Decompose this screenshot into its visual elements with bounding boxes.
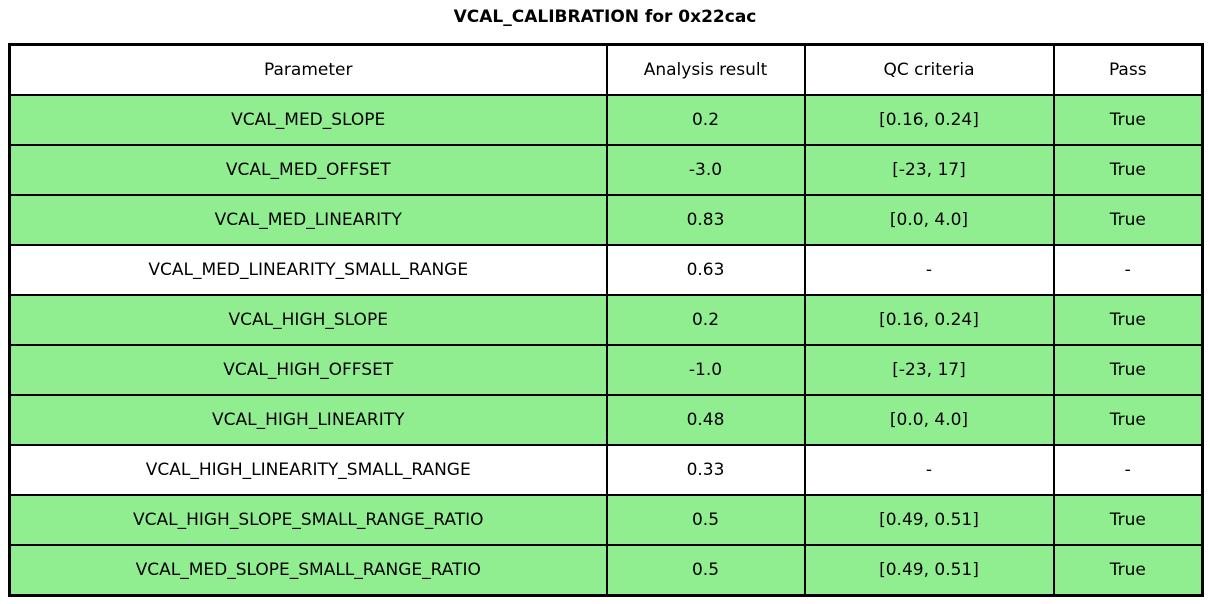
criteria-cell: [0.0, 4.0] — [803, 394, 1055, 446]
col-header-analysis-result: Analysis result — [605, 43, 806, 96]
result-cell: 0.5 — [605, 544, 806, 597]
criteria-cell: [-23, 17] — [803, 144, 1055, 196]
pass-cell: True — [1052, 544, 1204, 597]
table-row: VCAL_MED_OFFSET -3.0 [-23, 17] True — [8, 144, 1204, 196]
table-body: VCAL_MED_SLOPE 0.2 [0.16, 0.24] True VCA… — [8, 94, 1204, 597]
parameter-cell: VCAL_HIGH_SLOPE — [8, 294, 608, 346]
criteria-cell: [0.0, 4.0] — [803, 194, 1055, 246]
table-row: VCAL_MED_LINEARITY 0.83 [0.0, 4.0] True — [8, 194, 1204, 246]
criteria-cell: - — [803, 244, 1055, 296]
table-row: VCAL_MED_LINEARITY_SMALL_RANGE 0.63 - - — [8, 244, 1204, 296]
result-cell: 0.63 — [605, 244, 806, 296]
result-cell: 0.2 — [605, 294, 806, 346]
pass-cell: True — [1052, 344, 1204, 396]
table-row: VCAL_HIGH_SLOPE_SMALL_RANGE_RATIO 0.5 [0… — [8, 494, 1204, 546]
criteria-cell: [0.49, 0.51] — [803, 544, 1055, 597]
pass-cell: True — [1052, 194, 1204, 246]
parameter-cell: VCAL_HIGH_SLOPE_SMALL_RANGE_RATIO — [8, 494, 608, 546]
table-row: VCAL_HIGH_OFFSET -1.0 [-23, 17] True — [8, 344, 1204, 396]
col-header-qc-criteria: QC criteria — [803, 43, 1055, 96]
parameter-cell: VCAL_MED_SLOPE — [8, 94, 608, 146]
page-title: VCAL_CALIBRATION for 0x22cac — [453, 7, 757, 27]
criteria-cell: - — [803, 444, 1055, 496]
result-cell: 0.5 — [605, 494, 806, 546]
parameter-cell: VCAL_MED_LINEARITY_SMALL_RANGE — [8, 244, 608, 296]
pass-cell: True — [1052, 94, 1204, 146]
parameter-cell: VCAL_MED_OFFSET — [8, 144, 608, 196]
pass-cell: True — [1052, 494, 1204, 546]
col-header-parameter: Parameter — [8, 43, 608, 96]
pass-cell: True — [1052, 294, 1204, 346]
table-row: VCAL_HIGH_LINEARITY 0.48 [0.0, 4.0] True — [8, 394, 1204, 446]
parameter-cell: VCAL_HIGH_LINEARITY — [8, 394, 608, 446]
calibration-table: Parameter Analysis result QC criteria Pa… — [8, 43, 1204, 597]
result-cell: 0.48 — [605, 394, 806, 446]
pass-cell: True — [1052, 144, 1204, 196]
parameter-cell: VCAL_MED_LINEARITY — [8, 194, 608, 246]
result-cell: 0.33 — [605, 444, 806, 496]
col-header-pass: Pass — [1052, 43, 1204, 96]
result-cell: -3.0 — [605, 144, 806, 196]
table-row: VCAL_HIGH_LINEARITY_SMALL_RANGE 0.33 - - — [8, 444, 1204, 496]
table-row: VCAL_MED_SLOPE_SMALL_RANGE_RATIO 0.5 [0.… — [8, 544, 1204, 597]
result-cell: 0.83 — [605, 194, 806, 246]
criteria-cell: [0.16, 0.24] — [803, 94, 1055, 146]
criteria-cell: [0.16, 0.24] — [803, 294, 1055, 346]
parameter-cell: VCAL_HIGH_LINEARITY_SMALL_RANGE — [8, 444, 608, 496]
pass-cell: - — [1052, 444, 1204, 496]
header-row: Parameter Analysis result QC criteria Pa… — [8, 43, 1204, 96]
criteria-cell: [0.49, 0.51] — [803, 494, 1055, 546]
table-row: VCAL_MED_SLOPE 0.2 [0.16, 0.24] True — [8, 94, 1204, 146]
result-cell: -1.0 — [605, 344, 806, 396]
criteria-cell: [-23, 17] — [803, 344, 1055, 396]
pass-cell: True — [1052, 394, 1204, 446]
parameter-cell: VCAL_HIGH_OFFSET — [8, 344, 608, 396]
pass-cell: - — [1052, 244, 1204, 296]
result-cell: 0.2 — [605, 94, 806, 146]
table-row: VCAL_HIGH_SLOPE 0.2 [0.16, 0.24] True — [8, 294, 1204, 346]
parameter-cell: VCAL_MED_SLOPE_SMALL_RANGE_RATIO — [8, 544, 608, 597]
